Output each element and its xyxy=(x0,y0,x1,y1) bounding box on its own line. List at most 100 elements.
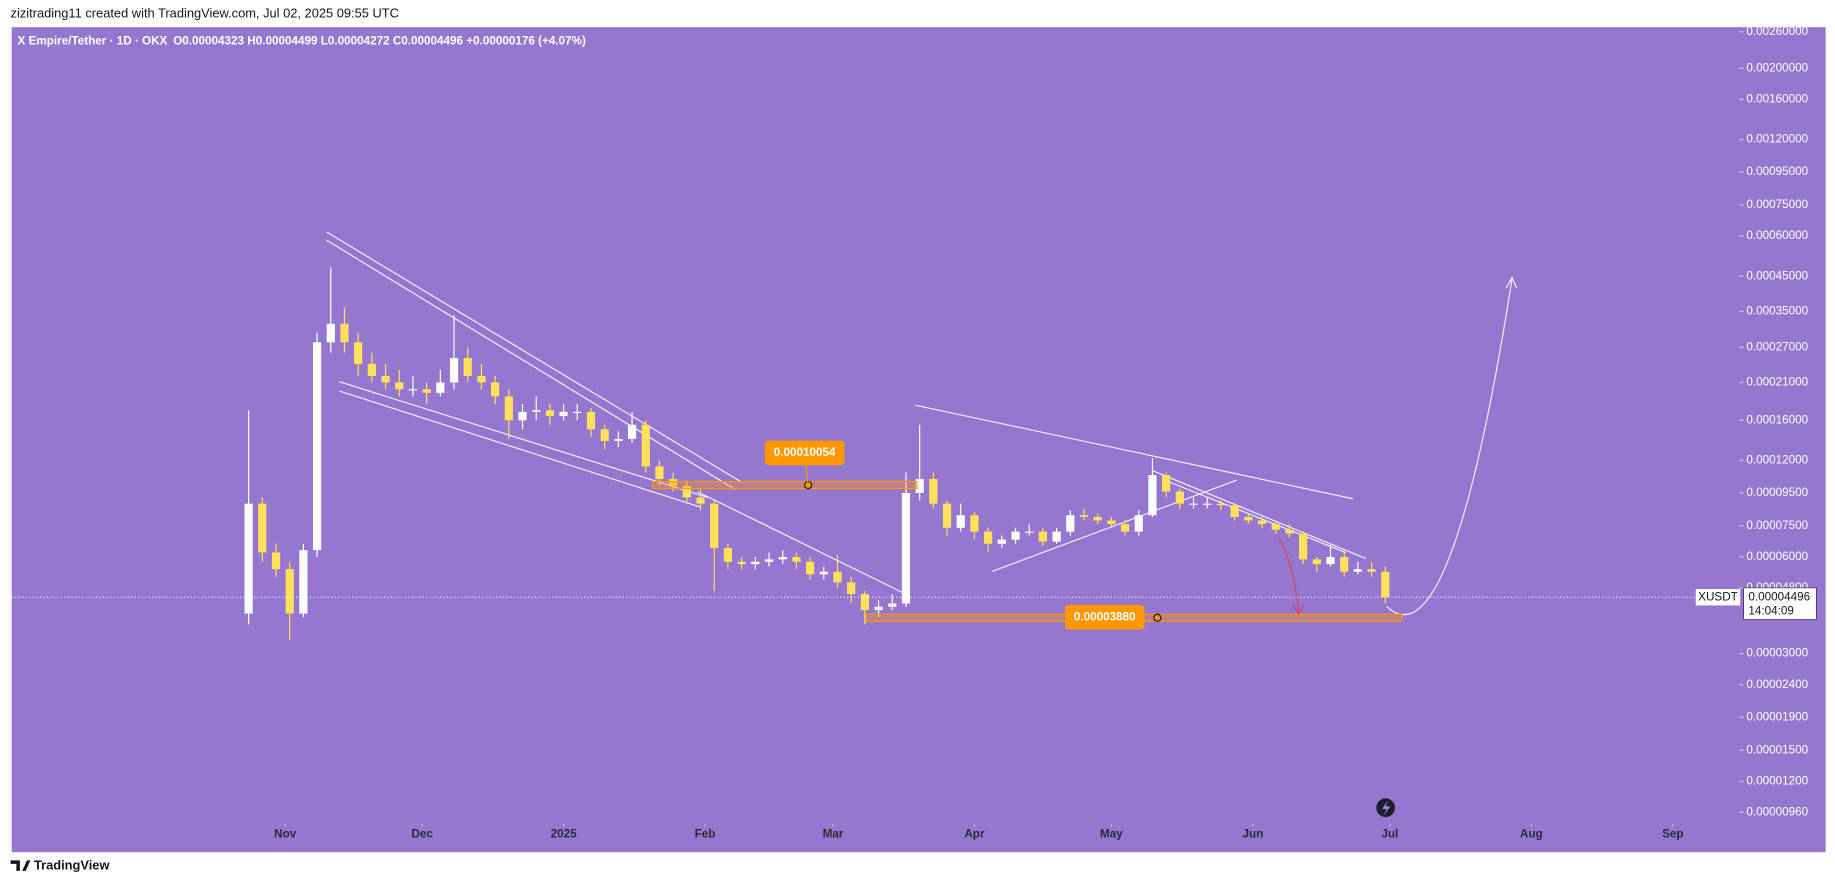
y-tick-label: 0.00120000 xyxy=(1746,133,1808,146)
candle-body xyxy=(929,479,938,504)
candle-body xyxy=(1257,520,1267,525)
y-tick-label: 0.00035000 xyxy=(1746,304,1808,317)
candle-body xyxy=(942,503,952,528)
candle-body xyxy=(271,552,281,570)
candle-body xyxy=(1079,515,1089,517)
candle-body xyxy=(532,410,541,412)
candle-body xyxy=(422,389,431,393)
candle-body xyxy=(1381,571,1390,598)
candle-body xyxy=(518,411,527,421)
symbol-tag xyxy=(1695,589,1741,606)
plot-background xyxy=(11,27,1826,853)
ohlc-legend: O0.00004323 H0.00004499 L0.00004272 C0.0… xyxy=(173,34,586,47)
candle-body xyxy=(573,411,582,414)
candle-body xyxy=(504,396,513,421)
y-tick-label: 0.00000960 xyxy=(1746,806,1808,819)
y-tick-label: 0.00003000 xyxy=(1746,647,1808,660)
zone-connector xyxy=(805,463,809,486)
candle-body xyxy=(1175,491,1184,504)
drawings xyxy=(326,231,1518,616)
y-tick-label: 0.00060000 xyxy=(1746,229,1808,242)
candle-body xyxy=(751,561,760,565)
candle-body xyxy=(710,503,719,549)
candle-body xyxy=(1312,559,1321,565)
trend-line xyxy=(1170,481,1347,554)
price-tag-price: 0.00004496 xyxy=(1748,590,1810,603)
x-tick-label: Aug xyxy=(1520,828,1543,841)
y-tick-label: 0.00200000 xyxy=(1746,61,1808,74)
y-tick-label: 0.00001200 xyxy=(1746,774,1808,787)
y-tick-label: 0.00009500 xyxy=(1746,486,1808,499)
x-tick-label: May xyxy=(1100,828,1123,841)
x-tick-label: Apr xyxy=(964,828,985,841)
candle-body xyxy=(833,571,842,583)
candle-body xyxy=(1148,475,1157,516)
trend-line xyxy=(992,479,1238,572)
candle-body xyxy=(901,492,911,604)
candle-body xyxy=(1299,533,1308,560)
x-tick-label: 2025 xyxy=(551,828,578,841)
candle-body xyxy=(326,323,335,343)
projection-curve xyxy=(1386,276,1518,616)
candle-body xyxy=(1162,475,1171,492)
y-tick-label: 0.00007500 xyxy=(1746,519,1808,532)
candle-body xyxy=(1107,520,1116,525)
trend-line xyxy=(697,491,908,596)
candle-body xyxy=(1285,529,1294,534)
y-tick-label: 0.00021000 xyxy=(1746,376,1808,389)
zone xyxy=(652,480,918,490)
trend-line xyxy=(326,239,736,490)
y-tick-label: 0.00095000 xyxy=(1746,165,1808,178)
trend-line xyxy=(915,404,1353,500)
y-tick-label: 0.00260000 xyxy=(1746,25,1808,38)
candle-body xyxy=(696,497,705,504)
candle-body xyxy=(1244,516,1253,521)
candle-body xyxy=(299,550,308,614)
candle-body xyxy=(682,485,691,498)
candle-body xyxy=(436,382,445,393)
candle-body xyxy=(477,375,486,383)
candle-body xyxy=(408,389,418,391)
candle-body xyxy=(1189,503,1198,505)
candle-body xyxy=(258,503,267,553)
zone-label: 0.00003880 xyxy=(1074,610,1136,623)
candle-body xyxy=(463,358,472,376)
price-tag xyxy=(1743,587,1817,620)
price-axis: 0.00260000 0.00200000 0.00160000 0.00120000… xyxy=(274,25,1808,841)
zone-anchor xyxy=(1153,613,1162,622)
candle-body xyxy=(627,424,637,439)
candle-body xyxy=(764,559,774,562)
candle-body xyxy=(737,561,746,565)
brand-name: TradingView xyxy=(34,858,111,873)
candle-body xyxy=(1353,569,1362,572)
candle-body xyxy=(655,466,664,480)
candle-body xyxy=(956,515,965,528)
candle-body xyxy=(1120,524,1130,532)
candle-body xyxy=(367,363,376,376)
candle-body xyxy=(1134,515,1143,532)
y-tick-label: 0.00027000 xyxy=(1746,341,1808,354)
candle-body xyxy=(381,375,390,383)
candle-body xyxy=(312,342,322,551)
candle-body xyxy=(806,561,815,575)
candle-body xyxy=(285,569,294,614)
candle-body xyxy=(354,342,363,364)
candle-body xyxy=(984,531,993,544)
x-tick-label: Mar xyxy=(823,828,844,841)
trend-line xyxy=(339,381,709,499)
candle-body xyxy=(888,603,897,607)
candle-body xyxy=(1025,531,1034,533)
candle-body xyxy=(1038,531,1047,542)
zone-label: 0.00010054 xyxy=(774,446,836,459)
candle-body xyxy=(1340,557,1349,572)
candle-body xyxy=(1066,515,1075,532)
candle-body xyxy=(1230,505,1239,517)
candle-body xyxy=(1367,569,1376,572)
chart-title: X Empire/Tether · 1D · OKX xyxy=(18,34,168,47)
candle-body xyxy=(1203,503,1212,505)
x-tick-label: Dec xyxy=(411,828,433,841)
price-tag-countdown: 14:04:09 xyxy=(1748,604,1793,617)
x-tick-label: Nov xyxy=(274,828,297,841)
